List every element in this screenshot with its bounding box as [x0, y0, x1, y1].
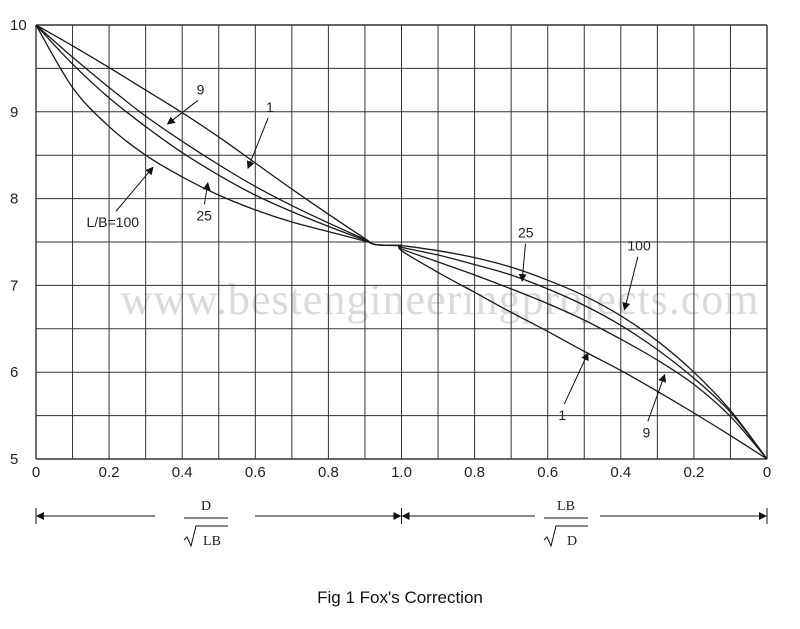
curve-annotation-label: 9 [642, 424, 650, 440]
x-axis-left-label-radical-icon [183, 525, 228, 548]
x-axis-left-label: D LB [183, 499, 228, 549]
curve-annotation-label: 1 [266, 99, 274, 115]
series-line-25-right [398, 244, 768, 460]
x-tick-label: 1.0 [391, 464, 412, 481]
x-tick-label: 0.8 [464, 464, 485, 481]
y-tick-label: 7 [10, 277, 18, 294]
x-tick-label: 0.2 [99, 464, 120, 481]
annotation-arrow [166, 100, 199, 125]
grid [35, 24, 768, 460]
x-axis-right-label-denominator: D [567, 534, 577, 549]
annotation-arrow [518, 243, 527, 283]
y-tick-label: 10 [10, 17, 27, 34]
series-line-9-right [398, 244, 768, 460]
annotation-arrow [647, 373, 667, 422]
figure-caption: Fig 1 Fox's Correction [317, 588, 483, 607]
x-axis-labels: D LB LB D [35, 499, 768, 549]
x-tick-label: 0 [763, 464, 771, 481]
y-tick-label: 9 [10, 104, 18, 121]
curve-annotation-label: L/B=100 [86, 214, 139, 230]
x-tick-label: 0.6 [537, 464, 558, 481]
x-tick-label: 0.6 [245, 464, 266, 481]
annotation-arrow [246, 117, 269, 170]
series-line-100-left [35, 24, 402, 247]
y-tick-label: 8 [10, 191, 18, 208]
y-tick-label: 5 [10, 451, 18, 468]
y-tick-label: 6 [10, 364, 18, 381]
x-tick-labels: 0 0.2 0.4 0.6 0.8 1.0 0.8 0.6 0.4 0.2 0 [32, 464, 771, 481]
x-axis-right-label-radical-icon [543, 525, 588, 548]
watermark: www.bestengineeringprojects.com [120, 275, 759, 324]
x-tick-label: 0 [32, 464, 40, 481]
curve-annotation-label: 1 [558, 407, 566, 423]
x-tick-label: 0.4 [172, 464, 193, 481]
annotation-arrow [563, 352, 589, 405]
x-tick-label: 0.4 [610, 464, 631, 481]
curve-annotation-label: 25 [518, 225, 534, 241]
curve-annotation-label: 9 [197, 81, 205, 97]
annotation-arrow [622, 256, 639, 311]
curve-annotation-label: 25 [196, 207, 212, 223]
annotation-arrow [202, 181, 211, 205]
series-line-100-right [398, 244, 768, 460]
x-tick-label: 0.8 [318, 464, 339, 481]
x-axis-left-label-denominator: LB [203, 534, 221, 549]
curve-annotation-label: 100 [627, 238, 651, 254]
x-axis-right-label-numerator: LB [557, 499, 575, 514]
series-line-1-right [398, 244, 768, 460]
x-axis-left-label-numerator: D [201, 499, 211, 514]
curves [35, 24, 768, 460]
annotation-arrow [115, 166, 154, 212]
annotations: 9 1 L/B=100 25 25 100 1 9 [86, 81, 667, 440]
y-tick-labels: 5 6 7 8 9 10 [10, 17, 27, 468]
series-line-9-left [35, 24, 402, 247]
x-tick-label: 0.2 [683, 464, 704, 481]
x-axis-right-label: LB D [543, 499, 588, 549]
